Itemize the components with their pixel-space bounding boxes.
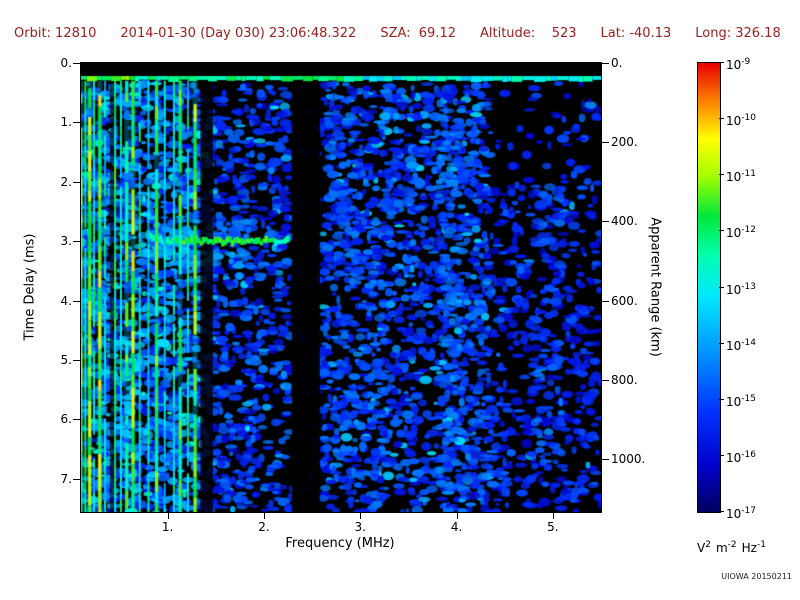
units-exponent: -2 [727, 540, 737, 550]
x-tick-label: 2. [258, 520, 270, 534]
x-tick-mark [167, 513, 169, 519]
y-tick-label: 5. [60, 352, 72, 367]
y2-axis-title-text: Apparent Range (km) [647, 217, 663, 357]
x-tick-label: 1. [161, 520, 174, 534]
units-exponent: -1 [756, 540, 766, 550]
colorbar-tick-label: 10-12 [726, 225, 756, 241]
x-tick-label: 4. [450, 520, 463, 534]
y2-tick-mark [602, 142, 609, 144]
x-tick-label: 5. [547, 520, 559, 534]
colorbar-tick-label: 10-9 [726, 57, 751, 72]
y-tick-label: 1. [60, 115, 72, 130]
colorbar-tick-label: 10-10 [726, 113, 756, 129]
x-tick-mark [360, 513, 362, 519]
x-tick-mark [456, 513, 458, 519]
colorbar-tick-label: 10-11 [726, 169, 756, 185]
altitude-value: Altitude: 523 [480, 26, 577, 41]
y-tick-label: 2. [60, 174, 72, 189]
y2-tick-mark [602, 221, 609, 223]
units-base: m [715, 541, 728, 555]
x-tick-mark [552, 513, 554, 519]
y-tick-label: 3. [60, 234, 72, 249]
y2-tick-mark [602, 300, 609, 302]
colorbar-units: V2 m-2 Hz-1 [697, 540, 771, 555]
colorbar-tick-label: 10-15 [726, 393, 756, 409]
x-tick-mark [263, 513, 265, 519]
y-tick-mark [73, 300, 80, 302]
y-tick-mark [73, 359, 80, 361]
y2-tick-mark [602, 379, 609, 381]
y-tick-mark [73, 419, 80, 421]
spectrogram-plot [80, 62, 602, 513]
credit-text: UIOWA 20150211 [721, 572, 792, 581]
colorbar-tick-label: 10-14 [726, 337, 756, 353]
units-base: V [697, 541, 706, 555]
latitude-value: Lat: -40.13 [600, 26, 672, 41]
spectrogram-canvas [81, 63, 601, 512]
colorbar [697, 62, 721, 513]
y-axis-title-text: Time Delay (ms) [22, 233, 38, 341]
y2-tick-mark [602, 458, 609, 460]
x-axis-title: Frequency (MHz) [285, 536, 395, 551]
y-tick-label: 4. [60, 293, 72, 308]
units-exponent: 2 [705, 540, 711, 550]
y2-tick-label: 200. [611, 135, 638, 150]
y-tick-mark [73, 478, 80, 480]
colorbar-tick-label: 10-16 [726, 449, 756, 465]
y-tick-label: 7. [60, 471, 72, 486]
colorbar-tick-label: 10-13 [726, 281, 756, 297]
y2-tick-label: 0. [611, 56, 623, 70]
datetime-value: 2014-01-30 (Day 030) 23:06:48.322 [120, 26, 357, 41]
units-base: Hz [741, 541, 757, 555]
header-info: Orbit: 12810 2014-01-30 (Day 030) 23:06:… [14, 26, 781, 41]
longitude-value: Long: 326.18 [695, 26, 781, 41]
y2-tick-mark [602, 63, 609, 64]
y-tick-label: 6. [60, 412, 72, 427]
y-tick-label: 0. [60, 56, 72, 70]
y-tick-mark [73, 241, 80, 243]
y2-tick-label: 800. [611, 372, 638, 387]
orbit-value: Orbit: 12810 [14, 26, 97, 41]
y-tick-mark [73, 63, 80, 64]
colorbar-tick-label: 10-17 [726, 506, 756, 521]
y2-tick-label: 1000. [611, 451, 646, 466]
y-tick-mark [73, 122, 80, 124]
x-tick-label: 3. [354, 520, 366, 534]
y-tick-mark [73, 181, 80, 183]
sza-value: SZA: 69.12 [380, 26, 456, 41]
